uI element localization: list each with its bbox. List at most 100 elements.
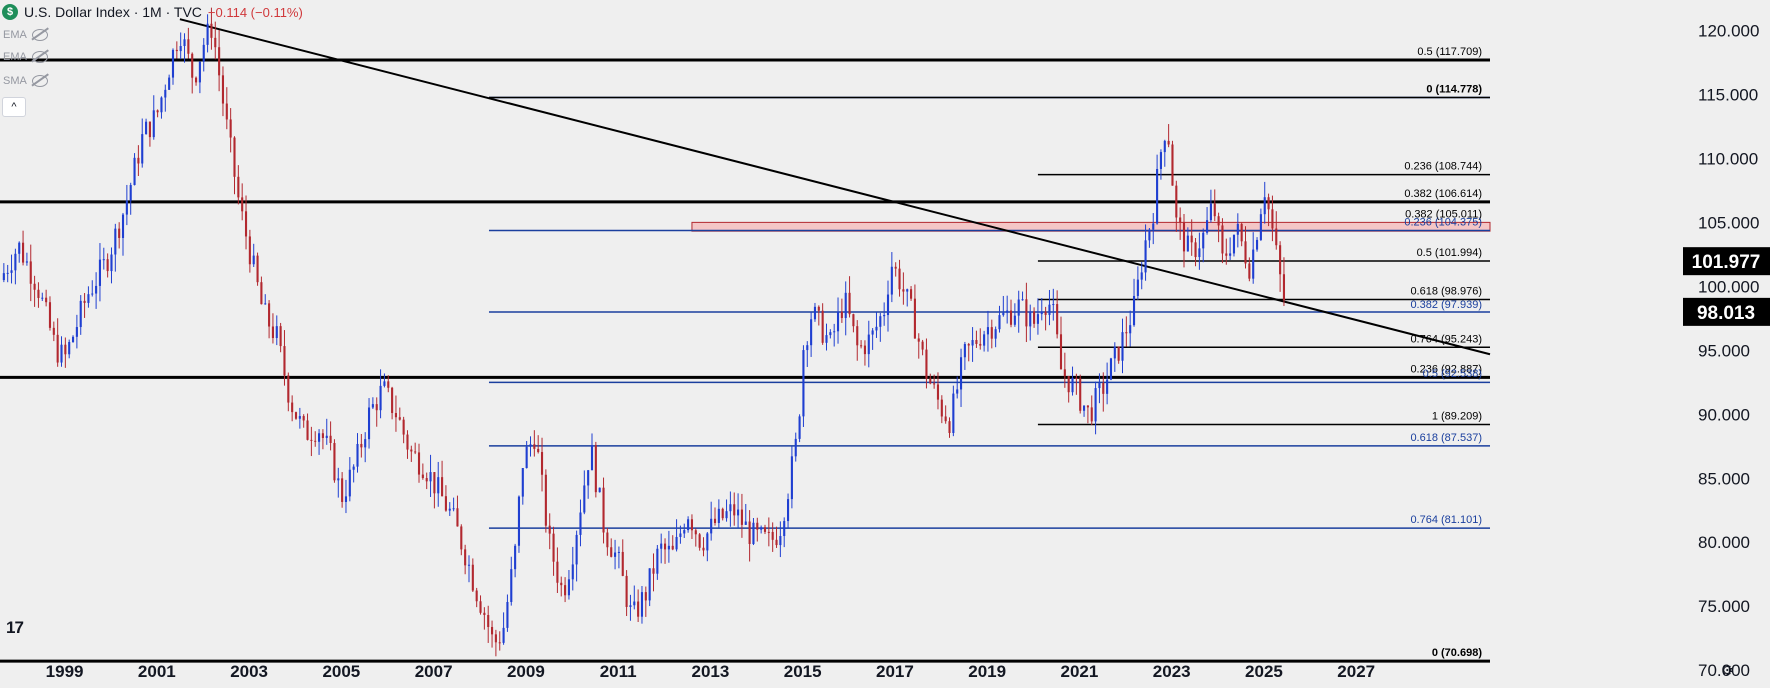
candle-body xyxy=(629,605,632,607)
candle-body xyxy=(637,601,640,617)
time-tick-label: 2009 xyxy=(507,662,545,681)
candle-body xyxy=(614,552,617,557)
candle-body xyxy=(179,46,182,52)
candle-body xyxy=(1025,299,1028,327)
fibonacci-lines xyxy=(488,96,1490,529)
settings-icon[interactable]: ⚙ xyxy=(1721,662,1734,678)
candle-body xyxy=(975,340,978,344)
candle-body xyxy=(721,508,724,519)
indicator-label: SMA xyxy=(3,75,27,87)
candle-body xyxy=(663,543,667,550)
indicator-sma[interactable]: SMA xyxy=(3,75,48,87)
price-tick-label: 110.000 xyxy=(1698,150,1758,169)
candle-body xyxy=(1252,249,1255,279)
time-tick-label: 1999 xyxy=(46,662,84,681)
eye-hidden-icon[interactable] xyxy=(31,75,48,87)
price-axis[interactable]: 70.000 75.000 80.000 85.000 90.000 95.000 100.… xyxy=(1698,22,1759,680)
candle-body xyxy=(514,545,517,570)
candle-body xyxy=(310,439,313,441)
candle-body xyxy=(56,334,59,363)
candle-body xyxy=(194,77,198,83)
indicator-ema-1[interactable]: EMA xyxy=(3,29,48,41)
candle-body xyxy=(394,413,398,418)
candle-body xyxy=(233,137,236,177)
candle-body xyxy=(1113,346,1116,359)
fib-label: 0.382 (105.011) xyxy=(1405,208,1482,220)
candle-body xyxy=(863,345,866,355)
candle-body xyxy=(886,294,890,316)
candle-body xyxy=(1040,311,1043,315)
candle-body xyxy=(398,417,401,420)
candle-body xyxy=(967,344,970,346)
candle-body xyxy=(229,119,232,138)
candle-body xyxy=(494,634,497,643)
trendline[interactable] xyxy=(179,18,1491,356)
time-tick-label: 2005 xyxy=(322,662,360,681)
eye-hidden-icon[interactable] xyxy=(31,29,48,41)
candle-body xyxy=(1102,382,1105,394)
candle-body xyxy=(836,311,840,332)
candle-body xyxy=(383,381,386,386)
indicator-ema-2[interactable]: EMA xyxy=(3,51,48,63)
candle-body xyxy=(633,601,636,606)
chart-header: $ U.S. Dollar Index · 1M · TVC −0.114 (−… xyxy=(2,2,303,22)
time-axis[interactable]: 1999 2001 2003 2005 2007 2009 2011 2013 2015 2017… xyxy=(46,662,1375,681)
time-tick-label: 2023 xyxy=(1153,662,1191,681)
price-change: −0.114 (−0.11%) xyxy=(207,4,303,20)
eye-hidden-icon[interactable] xyxy=(31,51,48,63)
candle-body xyxy=(414,451,417,453)
tradingview-logo[interactable]: 17 xyxy=(6,618,24,637)
candle-body xyxy=(1009,310,1013,325)
candle-body xyxy=(18,242,21,254)
candle-body xyxy=(763,527,767,532)
time-tick-label: 2019 xyxy=(968,662,1006,681)
candle-body xyxy=(706,533,709,551)
collapse-indicators-button[interactable]: ^ xyxy=(2,97,26,117)
candle-body xyxy=(1236,223,1239,235)
candle-body xyxy=(1225,253,1228,256)
candle-body xyxy=(533,444,536,449)
candle-body xyxy=(667,545,670,550)
candle-body xyxy=(160,97,163,113)
candle-body xyxy=(952,393,955,433)
candle-body xyxy=(660,543,663,549)
candle-body xyxy=(271,326,274,339)
candle-body xyxy=(713,518,717,523)
candle-body xyxy=(1021,299,1024,301)
candle-body xyxy=(6,272,9,274)
price-tick-label: 70.000 xyxy=(1698,661,1750,680)
candle-body xyxy=(268,303,271,327)
candle-body xyxy=(429,472,432,482)
candle-body xyxy=(1159,152,1162,169)
price-tick-label: 95.000 xyxy=(1698,341,1750,360)
candle-body xyxy=(986,327,990,335)
candle-body xyxy=(325,435,328,439)
price-tag-box xyxy=(1683,297,1770,326)
indicator-label: EMA xyxy=(3,51,27,63)
candle-body xyxy=(583,485,586,513)
candle-body xyxy=(417,452,421,475)
candle-body xyxy=(936,384,940,400)
symbol-title[interactable]: U.S. Dollar Index · 1M · TVC xyxy=(24,4,202,20)
candle-body xyxy=(10,270,13,273)
candle-body xyxy=(810,319,813,346)
candle-body xyxy=(760,527,763,530)
price-tick-label: 120.000 xyxy=(1698,22,1759,41)
candle-body xyxy=(860,345,863,347)
candle-body xyxy=(694,530,697,535)
candle-body xyxy=(60,344,63,363)
candle-body xyxy=(710,518,713,534)
candle-body xyxy=(1275,228,1278,246)
candle-body xyxy=(933,383,936,385)
candle-body xyxy=(971,340,974,346)
candle-body xyxy=(464,549,467,566)
candle-body xyxy=(910,289,913,299)
candle-body xyxy=(483,612,486,616)
candle-body xyxy=(141,134,144,164)
candle-body xyxy=(210,23,213,38)
candle-body xyxy=(348,469,351,497)
candle-body xyxy=(22,242,25,263)
candle-body xyxy=(102,259,105,261)
